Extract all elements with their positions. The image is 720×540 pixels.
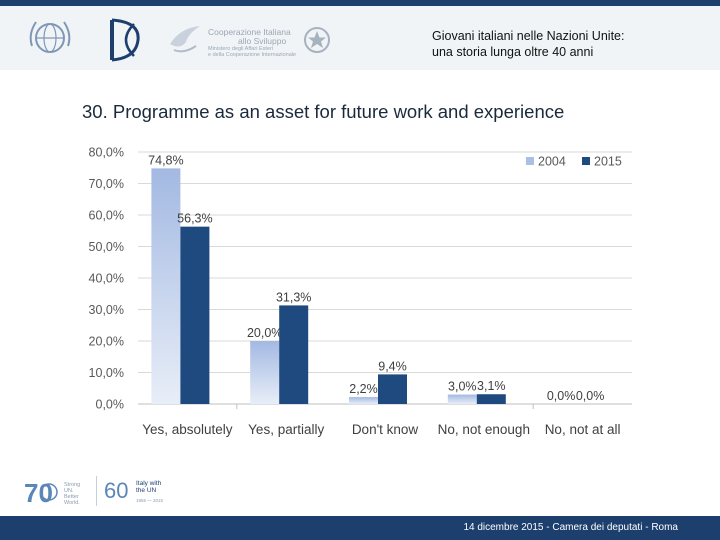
header-line2: una storia lunga oltre 40 anni <box>432 45 594 59</box>
page-title: 30. Programme as an asset for future wor… <box>82 101 565 122</box>
un70-tagline: Strong UN. Better World. <box>64 482 81 506</box>
top-bar <box>0 0 720 6</box>
data-label: 0,0% <box>547 389 576 403</box>
italy-un-line1: Italy with <box>136 480 162 487</box>
bar-2004-0 <box>151 168 181 404</box>
header-title: Giovani italiani nelle Nazioni Unite: un… <box>432 28 624 60</box>
ministry-monogram-icon <box>110 18 140 62</box>
y-tick-label: 60,0% <box>89 209 124 223</box>
legend-label: 2004 <box>538 155 566 169</box>
coop-line2: allo Sviluppo <box>238 36 287 46</box>
y-tick-label: 30,0% <box>89 303 124 317</box>
bar-2015-1 <box>279 305 309 404</box>
y-tick-label: 20,0% <box>89 335 124 349</box>
x-tick-label: No, not enough <box>438 422 530 437</box>
footer-logos: 70 Strong UN. Better World. 60 Italy wit… <box>0 466 720 516</box>
y-tick-label: 70,0% <box>89 177 124 191</box>
legend-swatch-2004 <box>526 157 534 165</box>
bar-2015-2 <box>378 374 407 404</box>
footer-text: 14 dicembre 2015 - Camera dei deputati -… <box>463 522 678 533</box>
bar-2015-0 <box>180 226 210 404</box>
data-label: 74,8% <box>148 153 183 167</box>
legend-swatch-2015 <box>582 157 590 165</box>
footer-bar: 14 dicembre 2015 - Camera dei deputati -… <box>0 516 720 540</box>
data-label: 0,0% <box>576 389 605 403</box>
header: Cooperazione Italiana allo Sviluppo Mini… <box>0 6 720 70</box>
data-label: 9,4% <box>378 359 407 373</box>
italy-un-years: 1955 — 2015 <box>136 498 164 503</box>
coop-line1: Cooperazione Italiana <box>208 27 291 37</box>
legend-label: 2015 <box>594 155 622 169</box>
header-line1: Giovani italiani nelle Nazioni Unite: <box>432 29 625 43</box>
coop-line3: Ministero degli Affari Esteri <box>208 46 274 52</box>
un70-logo-icon: 70 <box>24 478 58 508</box>
y-tick-label: 0,0% <box>96 398 125 412</box>
x-tick-label: Yes, absolutely <box>142 422 233 437</box>
x-tick-label: Don't know <box>352 422 419 437</box>
y-tick-label: 10,0% <box>89 366 124 380</box>
italy-un-label: Italy with the UN 1955 — 2015 <box>136 480 163 504</box>
y-tick-label: 40,0% <box>89 272 124 286</box>
italian-emblem-icon <box>304 27 330 53</box>
data-label: 20,0% <box>247 326 282 340</box>
data-label: 3,0% <box>448 380 477 394</box>
x-tick-label: No, not at all <box>545 422 621 437</box>
cooperazione-logo-text: Cooperazione Italiana allo Sviluppo Mini… <box>208 27 297 59</box>
un-emblem-icon <box>29 21 71 53</box>
data-label: 31,3% <box>276 290 311 304</box>
italy-un-line2: the UN <box>136 487 157 494</box>
un70-number: 70 <box>24 478 53 508</box>
italy-un-60-number: 60 <box>104 478 129 503</box>
data-label: 2,2% <box>349 382 378 396</box>
y-tick-label: 80,0% <box>89 146 124 160</box>
data-label: 56,3% <box>177 212 212 226</box>
bar-2004-2 <box>349 397 378 404</box>
bar-2004-3 <box>447 394 477 404</box>
footer-divider <box>96 476 97 506</box>
cooperazione-dove-icon <box>170 26 200 53</box>
x-tick-label: Yes, partially <box>248 422 324 437</box>
bar-chart: 0,0% 10,0% 20,0% 30,0% 40,0% 50,0% 60,0% 70,0% 8… <box>89 146 632 437</box>
data-label: 3,1% <box>477 379 506 393</box>
bar-2015-3 <box>476 394 506 404</box>
bar-2004-1 <box>250 341 280 404</box>
y-tick-label: 50,0% <box>89 240 124 254</box>
coop-line4: e della Cooperazione Internazionale <box>208 52 297 58</box>
